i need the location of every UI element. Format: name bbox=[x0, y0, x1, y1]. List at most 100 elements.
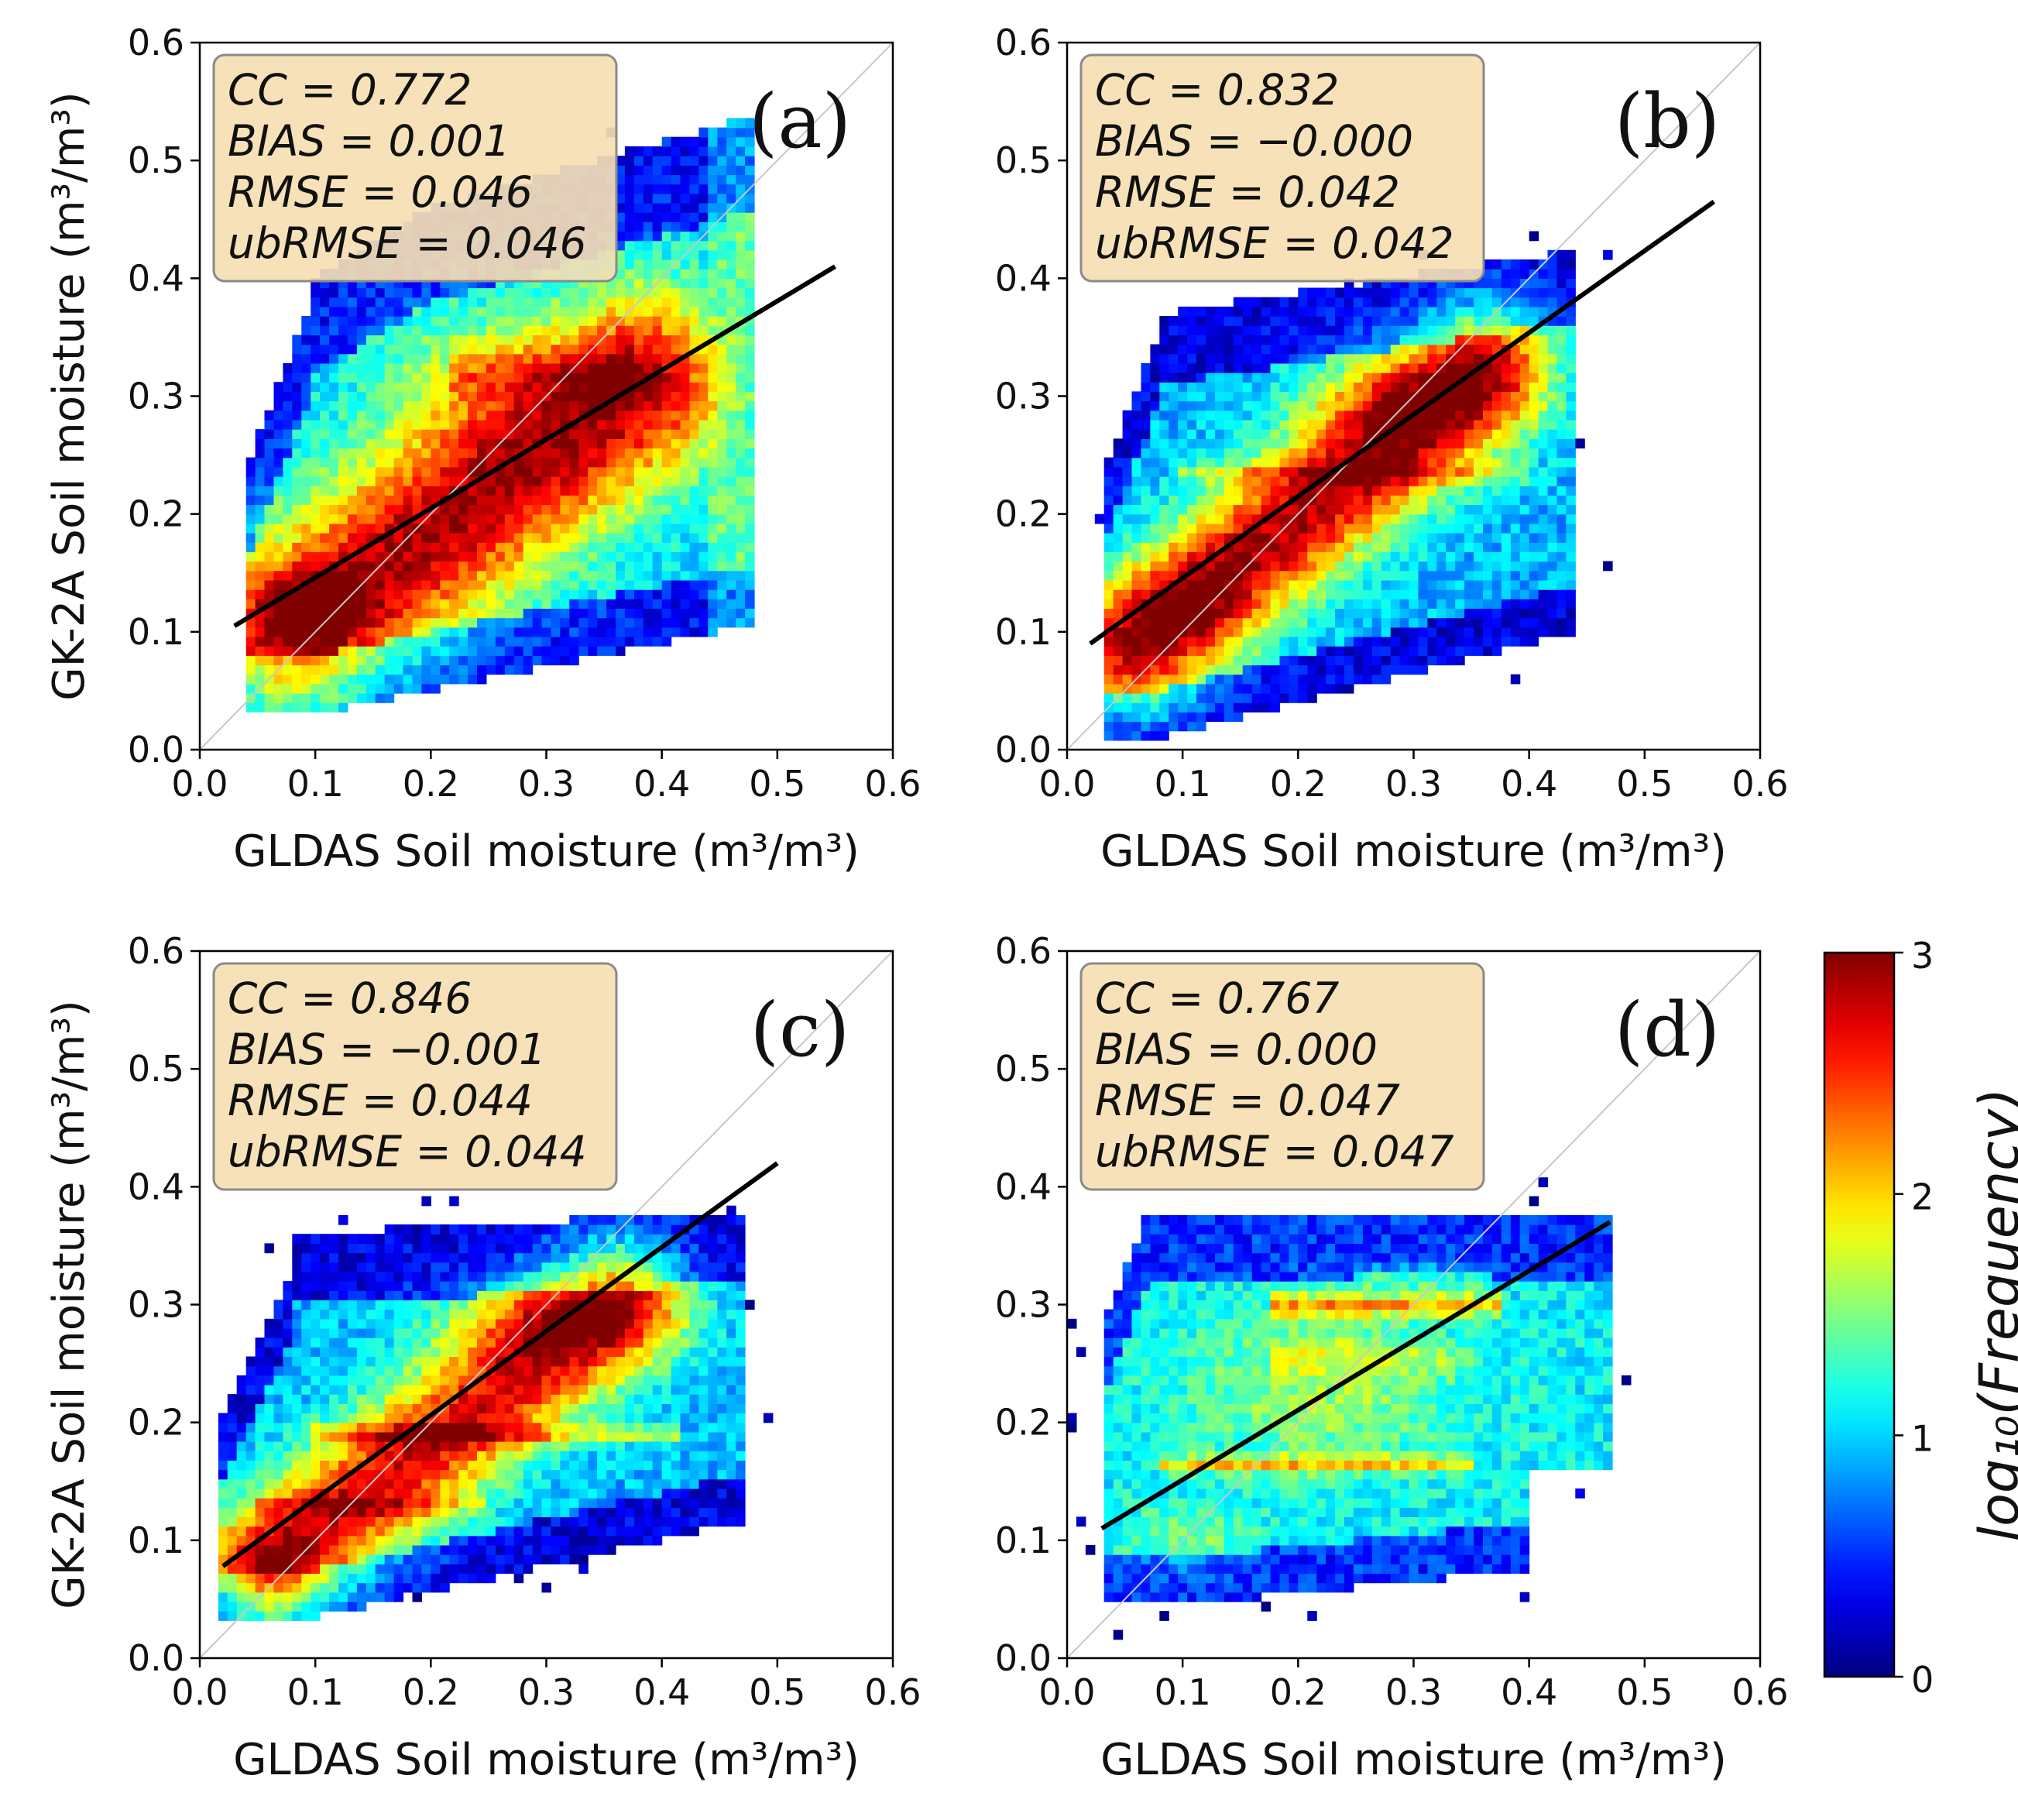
heatmap-cell bbox=[376, 627, 386, 637]
heatmap-cell bbox=[606, 495, 616, 505]
heatmap-cell bbox=[1455, 637, 1465, 647]
heatmap-cell bbox=[283, 664, 293, 675]
heatmap-cell bbox=[329, 363, 339, 373]
heatmap-cell bbox=[1391, 542, 1401, 552]
heatmap-cell bbox=[1196, 589, 1206, 599]
heatmap-cell bbox=[1326, 448, 1336, 458]
heatmap-cell bbox=[606, 354, 616, 364]
heatmap-cell bbox=[421, 646, 431, 656]
heatmap-cell bbox=[514, 664, 524, 675]
heatmap-cell bbox=[1123, 655, 1133, 665]
heatmap-cell bbox=[1539, 551, 1549, 561]
heatmap-cell bbox=[643, 354, 654, 364]
heatmap-cell bbox=[458, 561, 468, 572]
heatmap-cell bbox=[542, 599, 552, 609]
heatmap-cell bbox=[1436, 420, 1447, 430]
heatmap-cell bbox=[1529, 363, 1539, 373]
heatmap-cell bbox=[1409, 345, 1419, 355]
heatmap-cell bbox=[1224, 363, 1234, 373]
heatmap-cell bbox=[1289, 675, 1299, 685]
heatmap-cell bbox=[1419, 599, 1429, 609]
heatmap-cell bbox=[726, 221, 736, 232]
heatmap-cell bbox=[228, 1394, 238, 1404]
heatmap-cell bbox=[698, 156, 709, 166]
heatmap-cell bbox=[569, 542, 579, 552]
heatmap-cell bbox=[1289, 325, 1299, 335]
heatmap-cell bbox=[1316, 363, 1326, 373]
heatmap-cell bbox=[1196, 458, 1206, 468]
heatmap-cell bbox=[597, 345, 607, 355]
heatmap-cell bbox=[1409, 420, 1419, 430]
heatmap-cell bbox=[320, 391, 330, 401]
heatmap-cell bbox=[1529, 401, 1539, 411]
heatmap-cell bbox=[1492, 429, 1502, 439]
heatmap-cell bbox=[403, 675, 414, 685]
heatmap-cell bbox=[523, 373, 534, 383]
heatmap-cell bbox=[542, 420, 552, 430]
heatmap-cell bbox=[708, 580, 718, 590]
heatmap-cell bbox=[1474, 373, 1484, 383]
heatmap-cell bbox=[1529, 618, 1539, 628]
heatmap-cell bbox=[616, 524, 626, 534]
heatmap-cell bbox=[1436, 505, 1447, 515]
heatmap-cell bbox=[1215, 363, 1225, 373]
heatmap-cell bbox=[348, 391, 358, 401]
heatmap-cell bbox=[366, 524, 376, 534]
heatmap-cell bbox=[551, 391, 561, 401]
heatmap-cell bbox=[1372, 297, 1382, 307]
heatmap-cell bbox=[385, 382, 395, 392]
heatmap-cell bbox=[634, 410, 644, 421]
heatmap-cell bbox=[413, 420, 423, 430]
heatmap-cell bbox=[1178, 438, 1188, 448]
heatmap-cell bbox=[698, 401, 709, 411]
heatmap-cell bbox=[1344, 325, 1354, 335]
heatmap-cell bbox=[1566, 476, 1576, 486]
heatmap-cell bbox=[1335, 429, 1345, 439]
heatmap-cell bbox=[1150, 354, 1160, 364]
heatmap-cell bbox=[1234, 693, 1244, 703]
heatmap-cell bbox=[662, 551, 672, 561]
heatmap-cell bbox=[1400, 637, 1410, 647]
heatmap-cell bbox=[671, 278, 681, 288]
heatmap-cell bbox=[1529, 627, 1539, 637]
heatmap-cell bbox=[1289, 458, 1299, 468]
heatmap-cell bbox=[449, 561, 459, 572]
heatmap-cell bbox=[1419, 429, 1429, 439]
heatmap-cell bbox=[283, 684, 293, 694]
heatmap-cell bbox=[653, 156, 663, 166]
heatmap-cell bbox=[311, 401, 321, 411]
heatmap-cell bbox=[653, 325, 663, 335]
heatmap-cell bbox=[1539, 335, 1549, 345]
heatmap-cell bbox=[588, 533, 598, 543]
heatmap-cell bbox=[1132, 542, 1142, 552]
heatmap-cell bbox=[523, 307, 534, 317]
heatmap-cell bbox=[1436, 345, 1447, 355]
heatmap-cell bbox=[1529, 438, 1539, 448]
heatmap-cell bbox=[385, 467, 395, 477]
heatmap-cell bbox=[1298, 608, 1308, 618]
heatmap-cell bbox=[1234, 712, 1244, 722]
heatmap-cell bbox=[1132, 429, 1142, 439]
heatmap-cell bbox=[1344, 608, 1354, 618]
heatmap-cell bbox=[449, 524, 459, 534]
heatmap-cell bbox=[1159, 684, 1169, 694]
heatmap-cell bbox=[376, 420, 386, 430]
heatmap-cell bbox=[1132, 637, 1142, 647]
heatmap-cell bbox=[505, 637, 515, 647]
heatmap-cell bbox=[616, 637, 626, 647]
heatmap-cell bbox=[1326, 335, 1336, 345]
heatmap-cell bbox=[643, 448, 654, 458]
heatmap-cell bbox=[1520, 438, 1530, 448]
heatmap-cell bbox=[449, 505, 459, 515]
heatmap-cell bbox=[681, 146, 691, 156]
heatmap-cell bbox=[385, 618, 395, 628]
heatmap-cell bbox=[1298, 627, 1308, 637]
heatmap-cell bbox=[1548, 297, 1558, 307]
heatmap-cell bbox=[578, 325, 589, 335]
heatmap-cell bbox=[643, 345, 654, 355]
heatmap-cell bbox=[1261, 655, 1272, 665]
heatmap-cell bbox=[1492, 438, 1502, 448]
heatmap-cell bbox=[643, 627, 654, 637]
heatmap-cell bbox=[1427, 363, 1437, 373]
heatmap-cell bbox=[597, 307, 607, 317]
